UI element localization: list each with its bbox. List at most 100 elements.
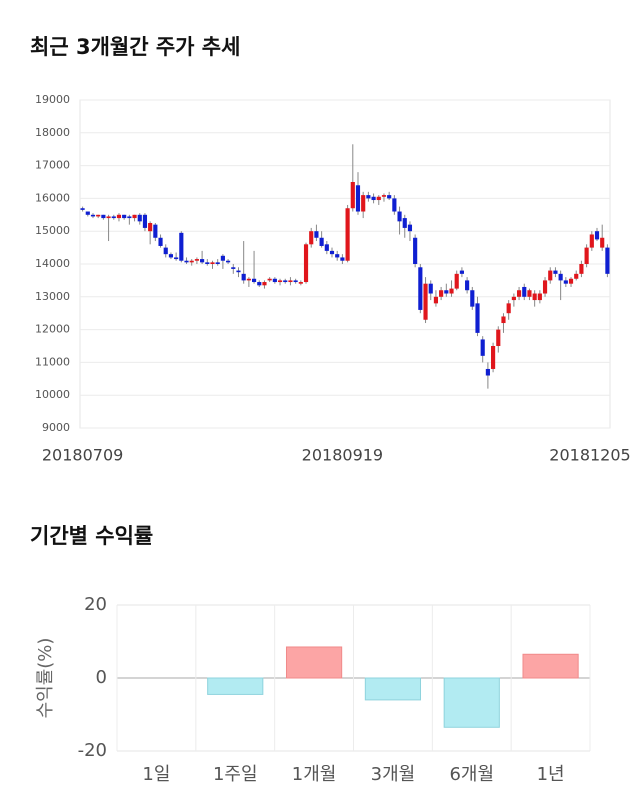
y-tick-label: 10000 (35, 388, 70, 401)
candle-body (605, 247, 610, 274)
candle-body (174, 257, 179, 260)
candle-body (277, 280, 283, 283)
y-tick-label: 13000 (35, 290, 70, 303)
candle-body (449, 288, 454, 294)
candle-body (226, 260, 231, 263)
x-tick-label: 1주일 (213, 764, 258, 785)
candle-body (189, 260, 194, 263)
y-tick-label: 20 (84, 594, 107, 615)
y-axis-label: 수익률(%) (35, 638, 56, 719)
candle-body (439, 290, 444, 297)
candle-body (475, 303, 480, 333)
candle-body (511, 296, 516, 301)
candle-body (355, 185, 361, 212)
candle-body (288, 280, 293, 283)
candle-body (366, 195, 371, 199)
candle-body (470, 290, 475, 307)
candle-body (589, 234, 594, 248)
y-tick-label: 15000 (35, 224, 70, 237)
candle-body (168, 254, 174, 258)
x-tick-label: 20180709 (42, 446, 123, 465)
candle-body (584, 247, 589, 264)
candle-body (444, 290, 449, 294)
chart-title: 최근 3개월간 주가 추세 (30, 35, 240, 59)
candle-body (329, 250, 335, 255)
candle-body (335, 254, 340, 258)
candle-body (257, 282, 262, 286)
candle-body (491, 346, 496, 369)
candle-body (522, 286, 527, 297)
candle-body (376, 196, 381, 201)
candle-body (600, 237, 605, 248)
candle-body (413, 237, 418, 264)
candle-body (397, 211, 402, 222)
candle-body (542, 280, 548, 294)
candle-body (480, 339, 485, 356)
candle-body (485, 368, 490, 376)
x-tick-label: 20181205 (549, 446, 630, 465)
candle-body (200, 259, 205, 263)
bar (522, 653, 579, 679)
x-tick-label: 20180919 (302, 446, 383, 465)
y-tick-label: 14000 (35, 257, 70, 270)
candle-body (392, 198, 397, 212)
candle-body (594, 231, 600, 240)
candle-body (153, 224, 158, 238)
candle-body (454, 273, 459, 289)
candle-body (267, 278, 272, 281)
candle-body (381, 195, 387, 197)
candle-body (122, 214, 127, 219)
candle-body (548, 270, 553, 281)
candle-body (215, 262, 220, 264)
candle-body (558, 273, 563, 281)
candle-body (527, 290, 532, 297)
bar (364, 677, 422, 701)
candle-body (428, 283, 433, 294)
bar (443, 677, 500, 728)
candle-body (158, 237, 163, 246)
candle-body (246, 278, 251, 281)
candle-body (568, 278, 574, 284)
candle-body (537, 293, 542, 301)
candle-body (516, 290, 522, 297)
candle-body (163, 247, 168, 255)
candle-body (272, 278, 277, 283)
x-tick-label: 1일 (142, 764, 170, 785)
x-tick-label: 1개월 (292, 764, 337, 785)
candle-body (303, 244, 309, 283)
candle-body (179, 232, 184, 261)
candle-body (402, 218, 407, 228)
candle-body (293, 280, 298, 283)
candle-body (127, 216, 132, 219)
candle-body (220, 255, 225, 261)
candle-body (418, 267, 423, 310)
candle-body (309, 231, 314, 245)
candle-body (563, 280, 568, 284)
candle-body (96, 214, 101, 217)
candle-body (579, 264, 584, 274)
y-tick-label: 19000 (35, 93, 70, 106)
candle-body (132, 214, 137, 219)
x-tick-label: 6개월 (449, 764, 494, 785)
candle-body (148, 223, 153, 232)
y-tick-label: 18000 (35, 126, 70, 139)
candle-body (116, 214, 122, 219)
y-tick-label: 17000 (35, 159, 70, 172)
bar (207, 677, 264, 695)
candle-body (553, 270, 558, 274)
candle-body (210, 262, 215, 264)
candle-body (137, 214, 142, 222)
candle-body (106, 216, 111, 219)
x-tick-label: 3개월 (371, 764, 416, 785)
candle-body (407, 224, 413, 232)
candle-body (371, 196, 376, 201)
candle-body (423, 283, 428, 320)
candle-body (387, 195, 392, 199)
candle-body (80, 208, 85, 210)
y-tick-label: -20 (78, 740, 107, 761)
bar (285, 646, 343, 679)
y-tick-label: 12000 (35, 323, 70, 336)
y-tick-label: 16000 (35, 191, 70, 204)
candle-body (496, 329, 501, 346)
